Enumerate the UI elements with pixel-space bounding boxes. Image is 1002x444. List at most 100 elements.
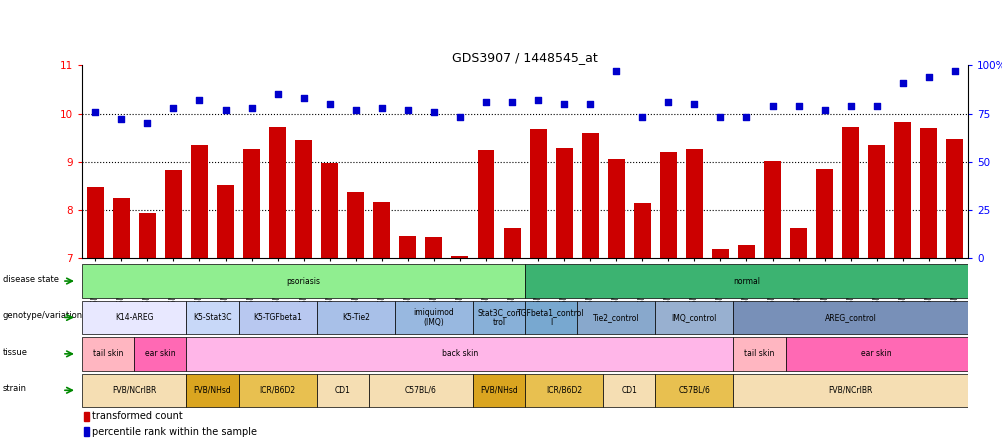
- Bar: [134, 337, 186, 371]
- Bar: [525, 373, 602, 407]
- Point: [659, 99, 675, 106]
- Text: imiquimod
(IMQ): imiquimod (IMQ): [413, 308, 454, 327]
- Bar: [732, 373, 967, 407]
- Bar: [790, 228, 807, 258]
- Point: [217, 106, 233, 113]
- Point: [685, 100, 701, 107]
- Bar: [82, 373, 186, 407]
- Text: genotype/variation: genotype/variation: [3, 311, 82, 320]
- Bar: [654, 301, 732, 334]
- Point: [191, 96, 207, 103]
- Bar: [654, 373, 732, 407]
- Point: [296, 95, 312, 102]
- Bar: [190, 146, 207, 258]
- Bar: [785, 337, 967, 371]
- Point: [868, 102, 884, 109]
- Text: disease state: disease state: [3, 275, 58, 284]
- Bar: [186, 373, 238, 407]
- Text: FVB/NHsd: FVB/NHsd: [193, 386, 231, 395]
- Bar: [732, 337, 785, 371]
- Bar: [503, 229, 520, 258]
- Bar: [395, 301, 473, 334]
- Text: K5-Tie2: K5-Tie2: [342, 313, 370, 322]
- Bar: [842, 127, 859, 258]
- Bar: [186, 337, 732, 371]
- Point: [920, 73, 936, 80]
- Bar: [576, 301, 654, 334]
- Point: [113, 116, 129, 123]
- Bar: [242, 149, 260, 258]
- Text: ICR/B6D2: ICR/B6D2: [545, 386, 581, 395]
- Text: C57BL/6: C57BL/6: [677, 386, 709, 395]
- Text: ear skin: ear skin: [145, 349, 175, 358]
- Text: normal: normal: [732, 277, 760, 285]
- Text: C57BL/6: C57BL/6: [405, 386, 437, 395]
- Point: [790, 102, 806, 109]
- Bar: [321, 163, 338, 258]
- Bar: [607, 159, 624, 258]
- Text: transformed count: transformed count: [92, 411, 182, 421]
- Text: AREG_control: AREG_control: [824, 313, 876, 322]
- Bar: [373, 202, 390, 258]
- Bar: [711, 249, 728, 258]
- Bar: [920, 128, 936, 258]
- Point: [842, 102, 858, 109]
- Bar: [764, 161, 781, 258]
- Point: [165, 104, 181, 111]
- Bar: [238, 301, 317, 334]
- Point: [504, 99, 520, 106]
- Title: GDS3907 / 1448545_at: GDS3907 / 1448545_at: [452, 51, 597, 64]
- Text: tail skin: tail skin: [93, 349, 123, 358]
- Bar: [529, 129, 546, 258]
- Bar: [84, 427, 89, 436]
- Bar: [737, 246, 755, 258]
- Text: K5-Stat3C: K5-Stat3C: [193, 313, 231, 322]
- Bar: [685, 149, 702, 258]
- Bar: [82, 337, 134, 371]
- Bar: [164, 170, 181, 258]
- Bar: [525, 301, 576, 334]
- Text: FVB/NCrIBR: FVB/NCrIBR: [112, 386, 156, 395]
- Bar: [138, 213, 155, 258]
- Point: [426, 108, 442, 115]
- Point: [139, 120, 155, 127]
- Point: [374, 104, 390, 111]
- Bar: [238, 373, 317, 407]
- Text: FVB/NCrIBR: FVB/NCrIBR: [828, 386, 872, 395]
- Text: percentile rank within the sample: percentile rank within the sample: [92, 427, 257, 437]
- Text: K14-AREG: K14-AREG: [115, 313, 153, 322]
- Bar: [216, 185, 233, 258]
- Bar: [555, 148, 572, 258]
- Bar: [87, 187, 103, 258]
- Bar: [295, 139, 312, 258]
- Text: Stat3C_con
trol: Stat3C_con trol: [477, 308, 520, 327]
- Bar: [473, 373, 525, 407]
- Bar: [425, 237, 442, 258]
- Bar: [451, 256, 468, 258]
- Point: [711, 114, 727, 121]
- Text: Tie2_control: Tie2_control: [592, 313, 639, 322]
- Point: [581, 100, 597, 107]
- Text: CD1: CD1: [335, 386, 351, 395]
- Text: TGFbeta1_control
l: TGFbeta1_control l: [517, 308, 584, 327]
- Bar: [82, 301, 186, 334]
- Point: [555, 100, 571, 107]
- Bar: [269, 127, 286, 258]
- Text: CD1: CD1: [620, 386, 636, 395]
- Bar: [602, 373, 654, 407]
- Bar: [113, 198, 129, 258]
- Text: back skin: back skin: [442, 349, 478, 358]
- Point: [816, 106, 832, 113]
- Bar: [894, 122, 911, 258]
- Bar: [946, 139, 962, 258]
- Point: [764, 102, 780, 109]
- Bar: [347, 192, 364, 258]
- Text: K5-TGFbeta1: K5-TGFbeta1: [253, 313, 302, 322]
- Text: IMQ_control: IMQ_control: [671, 313, 716, 322]
- Bar: [317, 301, 395, 334]
- Text: ear skin: ear skin: [861, 349, 891, 358]
- Bar: [477, 150, 494, 258]
- Text: FVB/NHsd: FVB/NHsd: [480, 386, 517, 395]
- Bar: [868, 145, 885, 258]
- Point: [400, 106, 416, 113]
